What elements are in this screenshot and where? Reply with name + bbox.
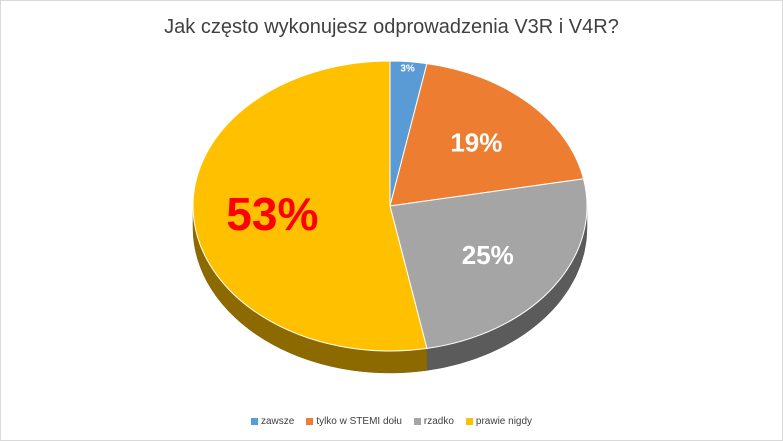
data-label-0: 3% bbox=[400, 63, 415, 74]
pie-slice-rzadko bbox=[389, 178, 588, 349]
pie-slice-tylko-w-STEMI-dołu bbox=[389, 63, 585, 207]
legend-swatch bbox=[306, 418, 314, 425]
legend-label: prawie nigdy bbox=[475, 416, 533, 427]
data-label-3: 53% bbox=[226, 188, 318, 240]
legend-swatch bbox=[465, 418, 473, 425]
legend: zawsze tylko w STEMI dołu rzadko prawie nig… bbox=[0, 416, 783, 427]
legend-item-2: rzadko bbox=[413, 416, 454, 427]
data-label-1: 19% bbox=[450, 127, 502, 157]
legend-item-1: tylko w STEMI dołu bbox=[306, 416, 402, 427]
chart-title: Jak często wykonujesz odprowadzenia V3R … bbox=[164, 16, 619, 38]
legend-label: tylko w STEMI dołu bbox=[316, 416, 402, 427]
legend-label: rzadko bbox=[423, 416, 454, 427]
pie-slice-prawie-nigdy bbox=[192, 60, 428, 352]
legend-label: zawsze bbox=[260, 416, 295, 427]
legend-item-0: zawsze bbox=[250, 416, 295, 427]
data-label-2: 25% bbox=[462, 240, 514, 270]
legend-swatch bbox=[413, 418, 421, 425]
legend-swatch bbox=[250, 418, 258, 425]
legend-item-3: prawie nigdy bbox=[465, 416, 533, 427]
